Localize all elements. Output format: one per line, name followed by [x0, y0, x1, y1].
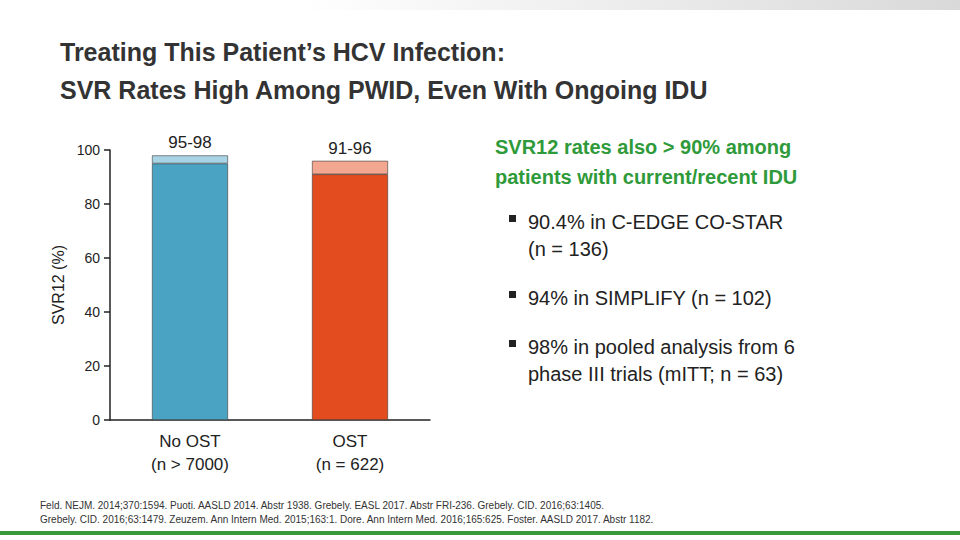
svg-text:91-96: 91-96: [328, 139, 371, 158]
svg-text:OST: OST: [333, 432, 368, 451]
svg-text:(n > 7000): (n > 7000): [151, 455, 229, 474]
svg-text:(n = 622): (n = 622): [316, 455, 385, 474]
svg-text:100: 100: [77, 142, 101, 158]
svg-text:98% in pooled analysis from 6: 98% in pooled analysis from 6: [528, 336, 795, 358]
svg-text:(n = 136): (n = 136): [528, 238, 609, 260]
svg-text:60: 60: [84, 250, 100, 266]
svg-text:SVR Rates High Among PWID, Eve: SVR Rates High Among PWID, Even With Ong…: [60, 76, 707, 104]
svg-text:Grebely. CID. 2016;63:1479. Ze: Grebely. CID. 2016;63:1479. Zeuzem. Ann …: [40, 514, 653, 525]
svg-text:90.4% in C-EDGE CO-STAR: 90.4% in C-EDGE CO-STAR: [528, 211, 783, 233]
svg-text:Feld. NEJM. 2014;370:1594. Puo: Feld. NEJM. 2014;370:1594. Puoti. AASLD …: [40, 500, 604, 511]
svg-text:SVR12 rates also > 90% among: SVR12 rates also > 90% among: [495, 136, 791, 158]
svg-text:0: 0: [92, 412, 100, 428]
svg-text:SVR12 (%): SVR12 (%): [50, 245, 67, 325]
svg-text:20: 20: [84, 358, 100, 374]
svg-text:patients with current/recent I: patients with current/recent IDU: [495, 166, 797, 188]
svg-text:80: 80: [84, 196, 100, 212]
svg-text:94% in SIMPLIFY (n = 102): 94% in SIMPLIFY (n = 102): [528, 287, 772, 309]
svg-text:40: 40: [84, 304, 100, 320]
svg-text:phase III trials (mITT; n = 63: phase III trials (mITT; n = 63): [528, 363, 783, 385]
svg-text:95-98: 95-98: [168, 133, 211, 152]
svg-text:Treating This Patient’s HCV In: Treating This Patient’s HCV Infection:: [60, 38, 505, 66]
svg-text:No OST: No OST: [159, 432, 220, 451]
